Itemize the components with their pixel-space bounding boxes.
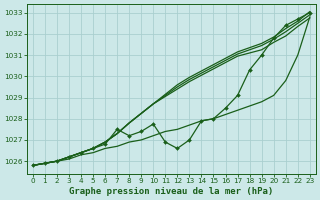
X-axis label: Graphe pression niveau de la mer (hPa): Graphe pression niveau de la mer (hPa) <box>69 187 274 196</box>
